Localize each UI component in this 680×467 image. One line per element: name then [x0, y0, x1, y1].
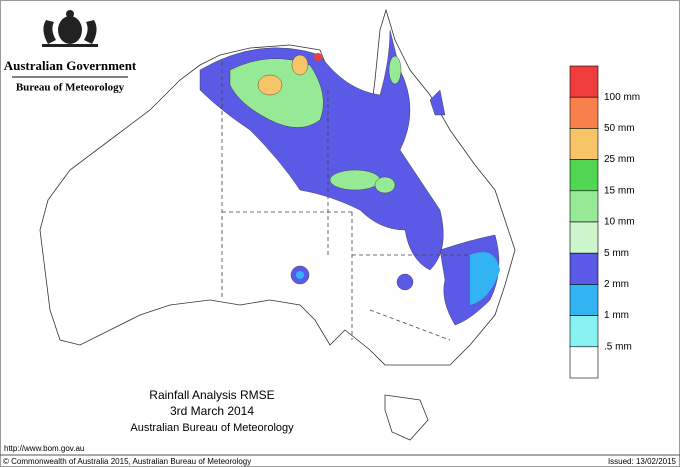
legend-label: .5 mm	[604, 341, 632, 352]
url[interactable]: http://www.bom.gov.au	[4, 444, 84, 453]
legend-swatch	[569, 284, 599, 316]
legend-swatch	[569, 221, 599, 254]
gov-name: Australian Government	[4, 58, 137, 73]
legend-label: 25 mm	[604, 154, 635, 165]
legend-label: 2 mm	[604, 279, 629, 290]
legend-swatch	[569, 346, 599, 379]
caption-title: Rainfall Analysis RMSE	[149, 388, 274, 402]
bureau-name: Bureau of Meteorology	[16, 82, 125, 94]
legend-label: 5 mm	[604, 248, 629, 259]
map	[39, 8, 516, 441]
legend-label: 50 mm	[604, 123, 635, 134]
legend-swatch	[569, 128, 599, 160]
legend-label: 1 mm	[604, 310, 629, 321]
legend-swatch	[569, 315, 599, 348]
legend-swatch	[569, 65, 599, 98]
legend-label: 15 mm	[604, 185, 635, 196]
legend-label: 10 mm	[604, 217, 635, 228]
legend-swatch	[569, 96, 599, 129]
legend: 100 mm 50 mm 25 mm 15 mm 10 mm 5 mm 2 mm 1 mm .5…	[569, 65, 640, 379]
legend-swatch	[569, 190, 599, 223]
legend-swatch	[569, 252, 599, 285]
crest	[42, 10, 98, 47]
caption-source: Australian Bureau of Meteorology	[130, 422, 294, 434]
copyright: © Commonwealth of Australia 2015, Austra…	[3, 457, 251, 466]
caption-date: 3rd March 2014	[170, 404, 254, 418]
legend-label: 100 mm	[604, 92, 640, 103]
issued: Issued: 13/02/2015	[608, 457, 677, 466]
legend-swatch	[569, 159, 599, 192]
